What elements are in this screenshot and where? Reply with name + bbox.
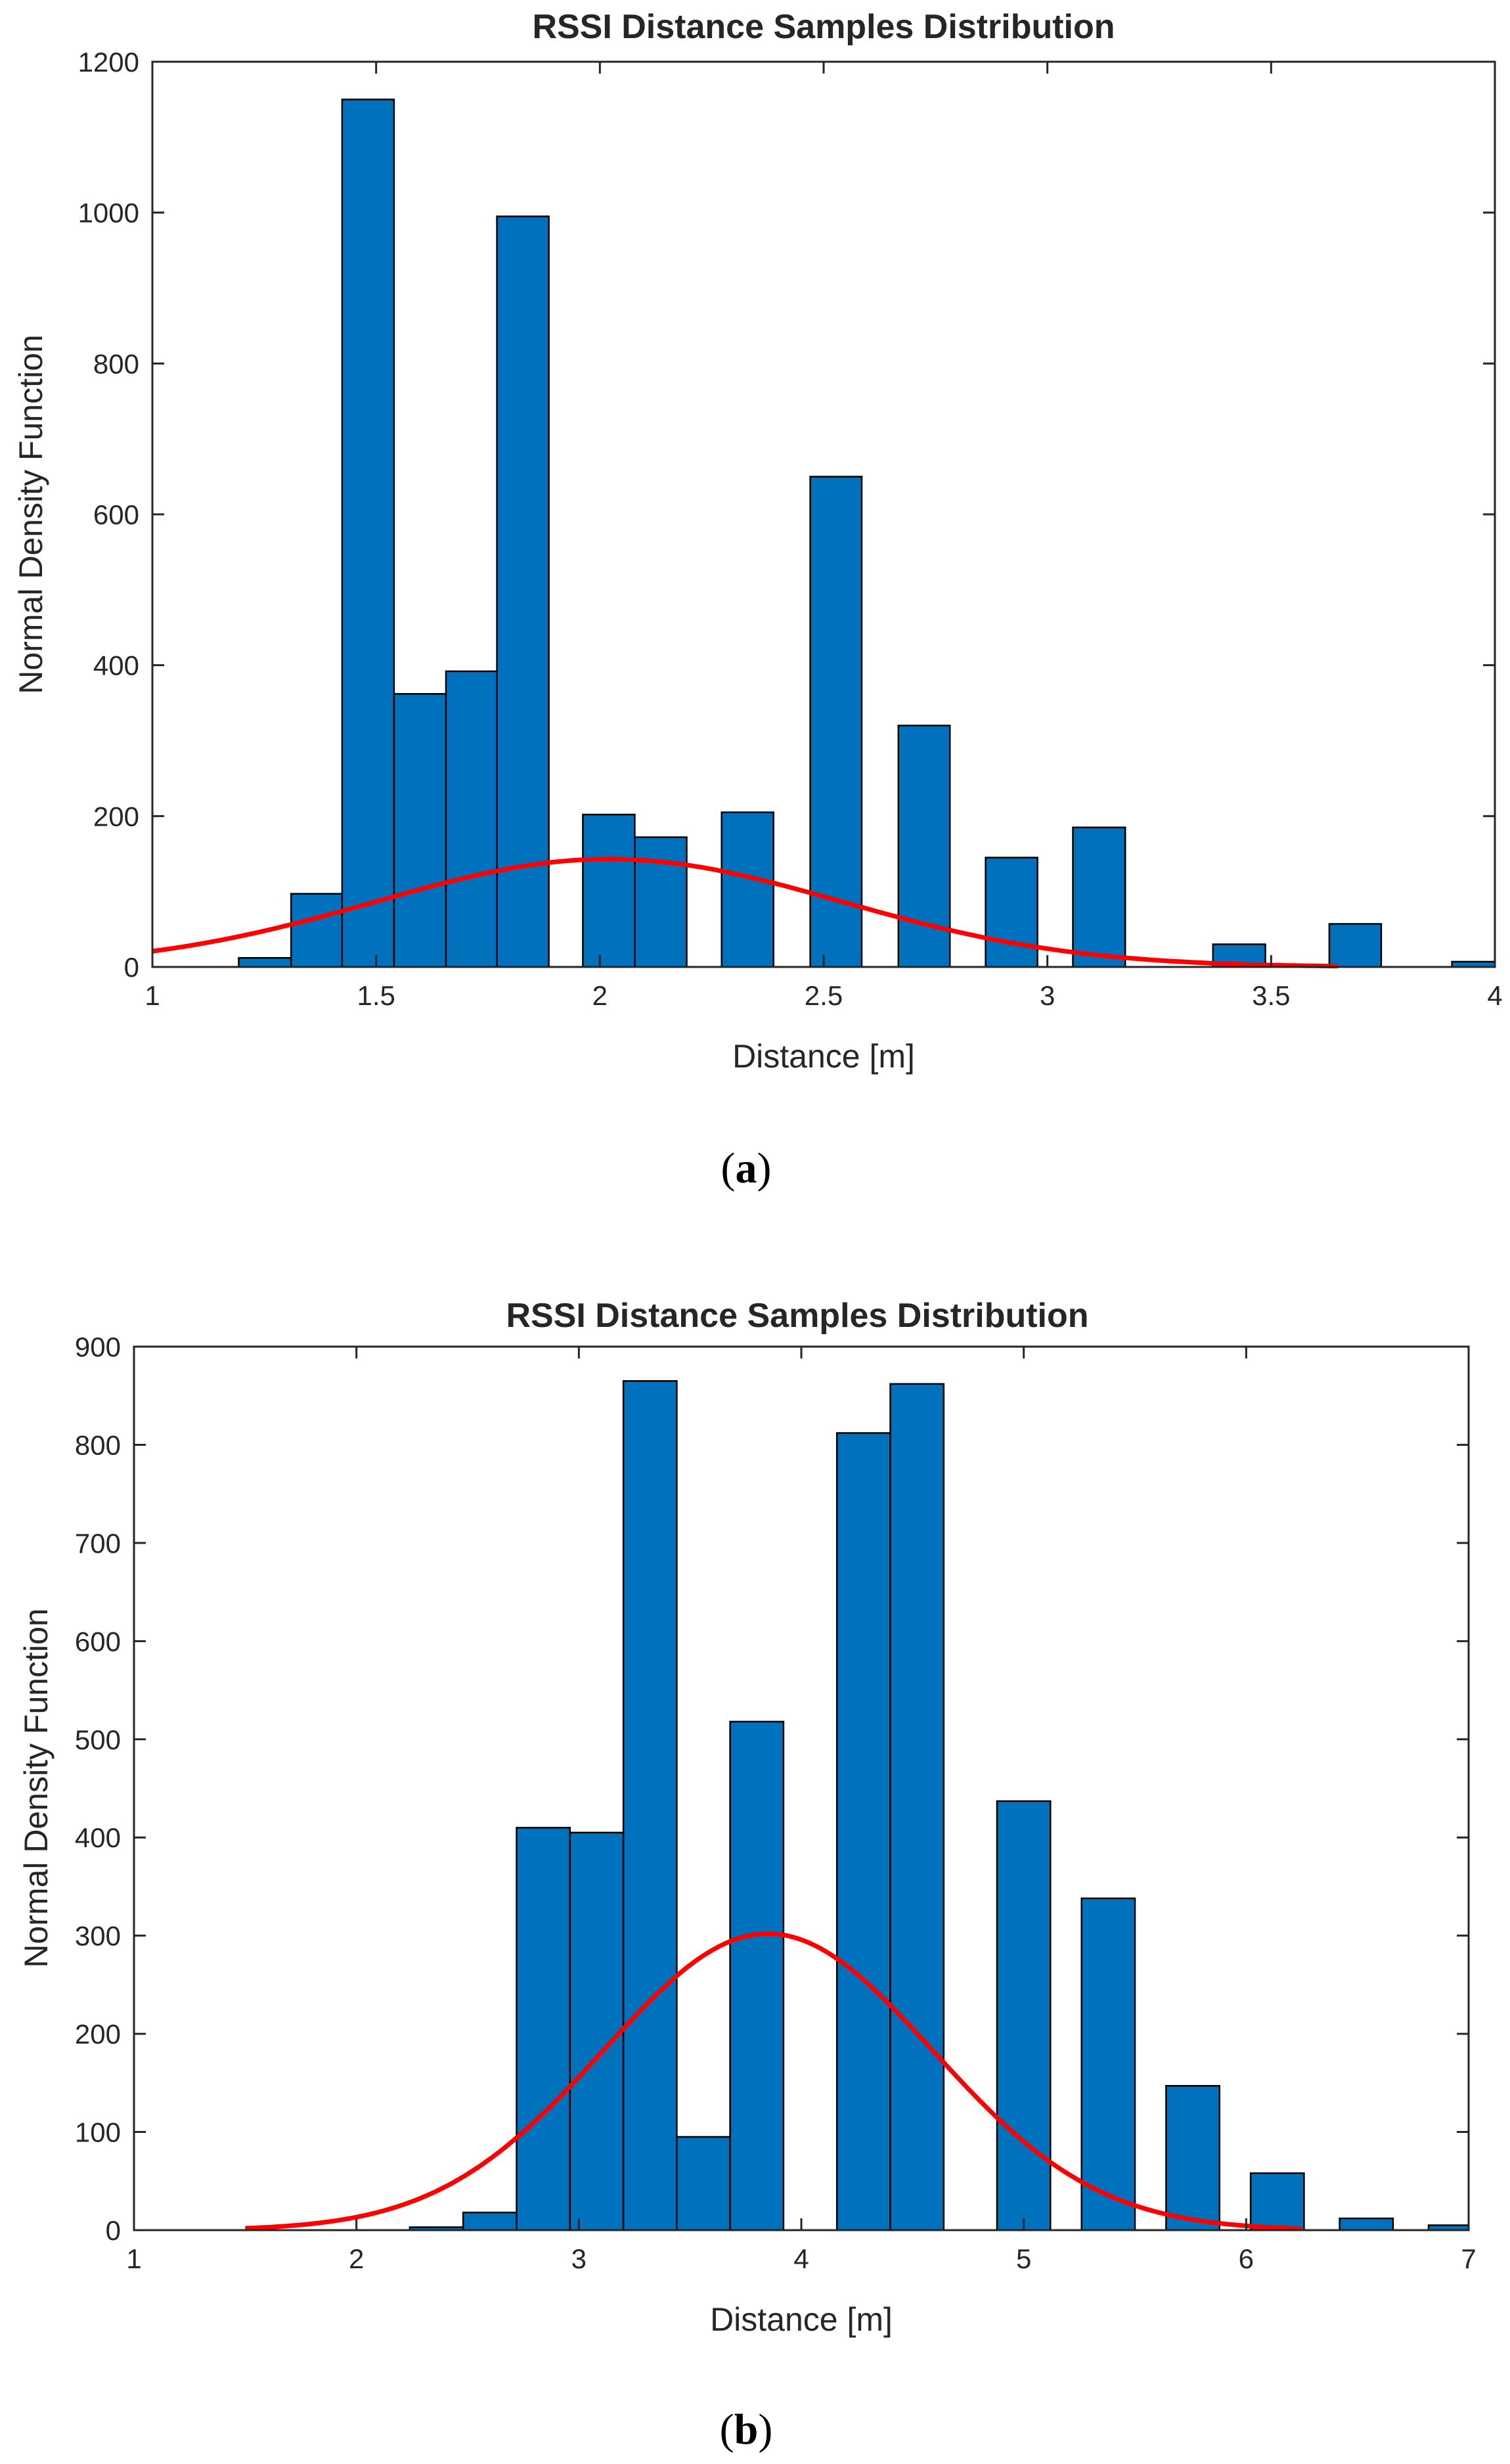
panel-b: RSSI Distance Samples Distribution 1 2 3 4 5… bbox=[18, 1297, 1477, 2453]
x-tick-label-a-0: 1 bbox=[144, 980, 160, 1011]
x-tick-label-b-4: 5 bbox=[1016, 2243, 1031, 2274]
bar-a-4 bbox=[445, 670, 498, 968]
y-tick-label-b-9: 900 bbox=[75, 1332, 121, 1362]
bar-a-0 bbox=[238, 956, 292, 968]
y-tick-label-b-7: 700 bbox=[75, 1528, 121, 1559]
bar-b-3 bbox=[569, 1831, 625, 2231]
bar-b-4 bbox=[622, 1380, 678, 2231]
chart-title-a: RSSI Distance Samples Distribution bbox=[532, 8, 1115, 46]
ticks-a: 1 1.5 2 2.5 3 3.5 4 0 200 400 600 800 1000 1200 bbox=[78, 47, 1503, 1011]
x-tick-label-a-4: 3 bbox=[1040, 980, 1055, 1011]
bar-b-19 bbox=[1339, 2217, 1394, 2231]
x-tick-label-a-3: 2.5 bbox=[805, 980, 843, 1011]
bar-b-17 bbox=[1249, 2172, 1305, 2231]
x-tick-label-b-2: 3 bbox=[571, 2243, 587, 2274]
bar-a-1 bbox=[290, 893, 344, 968]
x-tick-label-b-5: 6 bbox=[1239, 2243, 1254, 2274]
bar-a-10 bbox=[721, 811, 774, 968]
x-tick-label-b-0: 1 bbox=[126, 2243, 141, 2274]
y-tick-label-b-8: 800 bbox=[75, 1429, 121, 1460]
panel-a: RSSI Distance Samples Distribution 1 1.5 2… bbox=[12, 8, 1503, 1192]
bar-a-18 bbox=[1072, 826, 1126, 968]
axes-box-a bbox=[151, 60, 1496, 968]
x-tick-label-a-1: 1.5 bbox=[357, 980, 395, 1011]
bar-b-2 bbox=[516, 1827, 571, 2231]
y-tick-label-b-1: 100 bbox=[75, 2117, 121, 2148]
bar-b-5 bbox=[676, 2136, 731, 2231]
x-tick-label-a-6: 4 bbox=[1487, 980, 1502, 1011]
bar-a-16 bbox=[985, 857, 1038, 968]
x-tick-label-a-5: 3.5 bbox=[1252, 980, 1290, 1011]
plot-area-b bbox=[134, 1347, 1469, 2230]
bar-a-8 bbox=[634, 836, 688, 968]
bar-b-13 bbox=[1080, 1897, 1136, 2231]
x-tick-label-b-1: 2 bbox=[349, 2243, 364, 2274]
x-tick-label-a-2: 2 bbox=[592, 980, 608, 1011]
y-tick-label-a-1: 200 bbox=[93, 801, 139, 832]
bar-b-9 bbox=[889, 1383, 945, 2231]
y-tick-label-a-3: 600 bbox=[93, 499, 139, 530]
y-tick-label-b-0: 0 bbox=[106, 2215, 121, 2246]
bars-a bbox=[238, 99, 1496, 968]
bar-a-22 bbox=[1328, 923, 1383, 968]
y-tick-label-a-2: 400 bbox=[93, 650, 139, 681]
y-tick-label-a-4: 800 bbox=[93, 348, 139, 379]
x-axis-label-a: Distance [m] bbox=[732, 1038, 915, 1075]
bar-b-11 bbox=[996, 1800, 1052, 2231]
y-tick-label-b-3: 300 bbox=[75, 1921, 121, 1952]
y-tick-label-a-6: 1200 bbox=[78, 47, 139, 78]
y-tick-label-b-2: 200 bbox=[75, 2019, 121, 2050]
y-tick-label-a-0: 0 bbox=[124, 952, 139, 983]
bar-a-14 bbox=[897, 725, 951, 968]
panel-caption-a: (a) bbox=[721, 1144, 772, 1192]
y-axis-label-a: Normal Density Function bbox=[12, 334, 49, 694]
panel-label-a: a bbox=[736, 1144, 757, 1192]
ticks-b: 1 2 3 4 5 6 7 0 100 200 300 400 500 600 700 800 900 bbox=[75, 1332, 1477, 2274]
fit-curve-b bbox=[245, 1931, 1302, 2231]
chart-title-b: RSSI Distance Samples Distribution bbox=[506, 1297, 1088, 1335]
y-tick-label-a-5: 1000 bbox=[78, 198, 139, 229]
axes-box-b bbox=[133, 1345, 1470, 2231]
bar-b-8 bbox=[835, 1432, 891, 2231]
panel-label-b: b bbox=[734, 2406, 759, 2453]
bar-b-6 bbox=[729, 1720, 785, 2231]
bar-b-15 bbox=[1165, 2085, 1220, 2231]
bar-a-3 bbox=[393, 693, 447, 968]
bar-a-7 bbox=[582, 813, 636, 968]
y-tick-label-b-4: 400 bbox=[75, 1822, 121, 1853]
y-axis-label-b: Normal Density Function bbox=[18, 1608, 55, 1967]
y-tick-label-b-6: 600 bbox=[75, 1626, 121, 1657]
x-tick-label-b-3: 4 bbox=[793, 2243, 809, 2274]
y-tick-label-b-5: 500 bbox=[75, 1724, 121, 1755]
x-tick-label-b-6: 7 bbox=[1461, 2243, 1476, 2274]
x-axis-label-b: Distance [m] bbox=[710, 2301, 893, 2338]
bar-b-1 bbox=[462, 2211, 518, 2231]
fit-curve-a bbox=[152, 857, 1339, 969]
bar-a-2 bbox=[341, 99, 395, 968]
bar-a-5 bbox=[496, 215, 550, 968]
panel-caption-b: (b) bbox=[720, 2406, 773, 2453]
